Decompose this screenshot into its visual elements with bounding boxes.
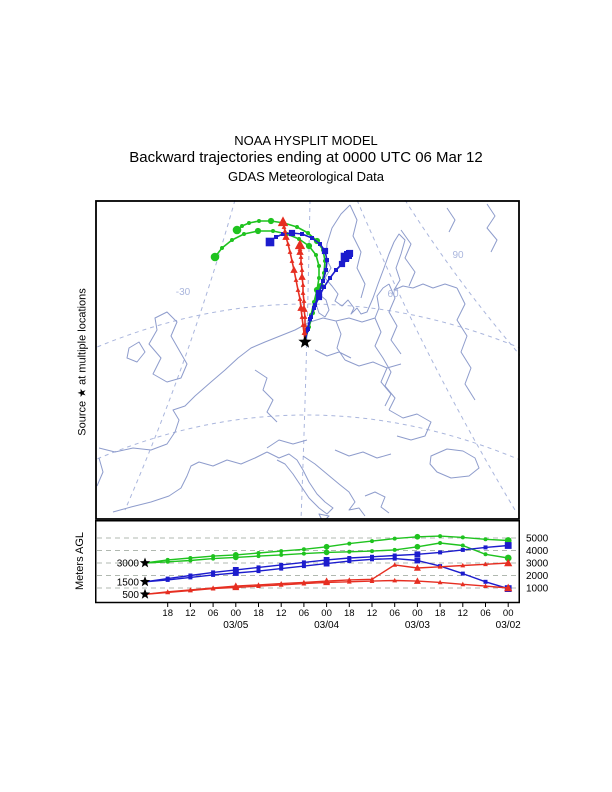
svg-text:00: 00 — [321, 608, 332, 619]
trajectory-map: -30 60 90 — [95, 200, 520, 520]
svg-text:1000: 1000 — [526, 584, 549, 595]
svg-text:18: 18 — [435, 608, 446, 619]
svg-text:-30: -30 — [176, 287, 191, 298]
svg-text:03/03: 03/03 — [405, 620, 430, 631]
country-borders — [254, 203, 498, 459]
west-europe-coastline — [98, 321, 311, 453]
italy-coastline — [266, 451, 334, 520]
svg-text:18: 18 — [162, 608, 173, 619]
trajectory-red-500m-a — [277, 216, 307, 342]
iberia-mediterranean-coastline — [96, 451, 268, 513]
svg-text:12: 12 — [458, 608, 469, 619]
svg-text:03/05: 03/05 — [223, 620, 248, 631]
map-grid-labels: -30 60 90 — [176, 250, 464, 300]
svg-text:2000: 2000 — [526, 571, 549, 582]
agl-gridlines — [97, 537, 518, 589]
trajectory-blue-1500m-b — [304, 249, 354, 342]
svg-text:1500: 1500 — [117, 577, 140, 588]
scandinavia-baltic-coastline — [324, 204, 458, 315]
height-series-blue-1500m-a — [144, 542, 512, 583]
agl-series-layer — [144, 533, 513, 595]
height-series-red-500m-b — [144, 577, 513, 595]
adriatic-greece-coastline — [302, 455, 390, 517]
svg-text:18: 18 — [344, 608, 355, 619]
map-geography — [96, 203, 498, 520]
height-series-green-3000m-b — [144, 541, 512, 564]
source-axis-label: Source ★ at multiple locations — [76, 288, 89, 436]
plot-title: Backward trajectories ending at 0000 UTC… — [129, 149, 483, 166]
central-meridian-line — [300, 200, 311, 520]
meters-agl-axis-label: Meters AGL — [74, 531, 86, 591]
svg-text:03/02: 03/02 — [496, 620, 521, 631]
map-frame — [95, 200, 520, 520]
svg-text:12: 12 — [185, 608, 196, 619]
svg-text:00: 00 — [231, 608, 242, 619]
model-title: NOAA HYSPLIT MODEL — [234, 133, 378, 148]
trajectory-layer — [210, 216, 354, 342]
svg-text:06: 06 — [208, 608, 219, 619]
svg-text:06: 06 — [299, 608, 310, 619]
svg-text:5000: 5000 — [526, 534, 549, 545]
svg-text:500: 500 — [122, 590, 139, 601]
meridian-minus30-line — [124, 200, 236, 511]
svg-text:18: 18 — [253, 608, 264, 619]
trajectory-red-500m-b — [294, 239, 308, 341]
britain-coastline — [148, 311, 188, 383]
svg-text:4000: 4000 — [526, 546, 549, 557]
svg-text:00: 00 — [503, 608, 514, 619]
met-data-subtitle: GDAS Meteorological Data — [227, 169, 385, 184]
svg-text:3000: 3000 — [526, 559, 549, 570]
black-sea-coastline — [429, 448, 480, 479]
meridian-90-line — [404, 200, 520, 356]
source-marker-layer — [298, 335, 312, 348]
svg-text:12: 12 — [276, 608, 287, 619]
svg-text:00: 00 — [412, 608, 423, 619]
svg-text:3000: 3000 — [117, 559, 140, 570]
svg-text:03/04: 03/04 — [314, 620, 339, 631]
svg-text:06: 06 — [389, 608, 400, 619]
ireland-coastline — [126, 341, 146, 363]
map-graticule — [95, 200, 520, 520]
latitude-arc-south — [95, 414, 520, 461]
svg-text:60: 60 — [387, 289, 399, 300]
agl-frame — [95, 520, 520, 604]
svg-text:06: 06 — [480, 608, 491, 619]
svg-text:90: 90 — [452, 250, 464, 261]
south-baltic-coastline — [309, 283, 390, 323]
svg-text:12: 12 — [367, 608, 378, 619]
